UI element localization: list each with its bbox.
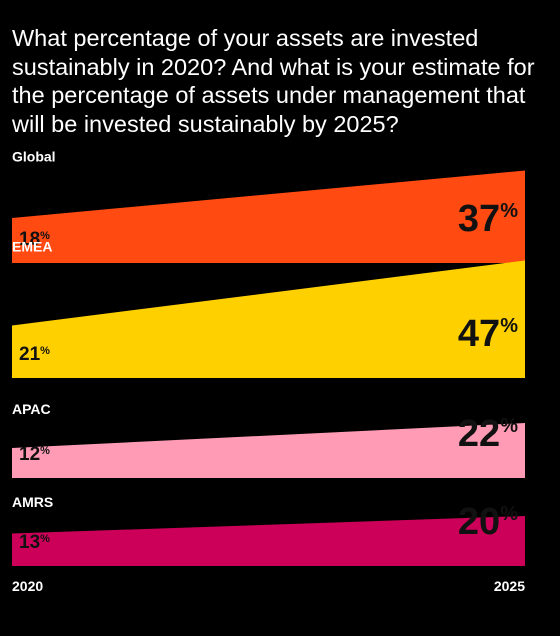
chart-title: What percentage of your assets are inves…	[12, 25, 535, 137]
series-label-apac: APAC	[12, 401, 51, 417]
series-label-amrs: AMRS	[12, 494, 53, 510]
series-label-global: Global	[12, 149, 56, 165]
series-area-amrs	[12, 516, 525, 566]
x-tick-label-end: 2025	[494, 578, 525, 594]
series-area-apac	[12, 423, 525, 478]
series-area-emea	[12, 260, 525, 378]
series-label-emea: EMEA	[12, 239, 52, 255]
x-tick-label-start: 2020	[12, 578, 43, 594]
series-area-global	[12, 170, 525, 263]
